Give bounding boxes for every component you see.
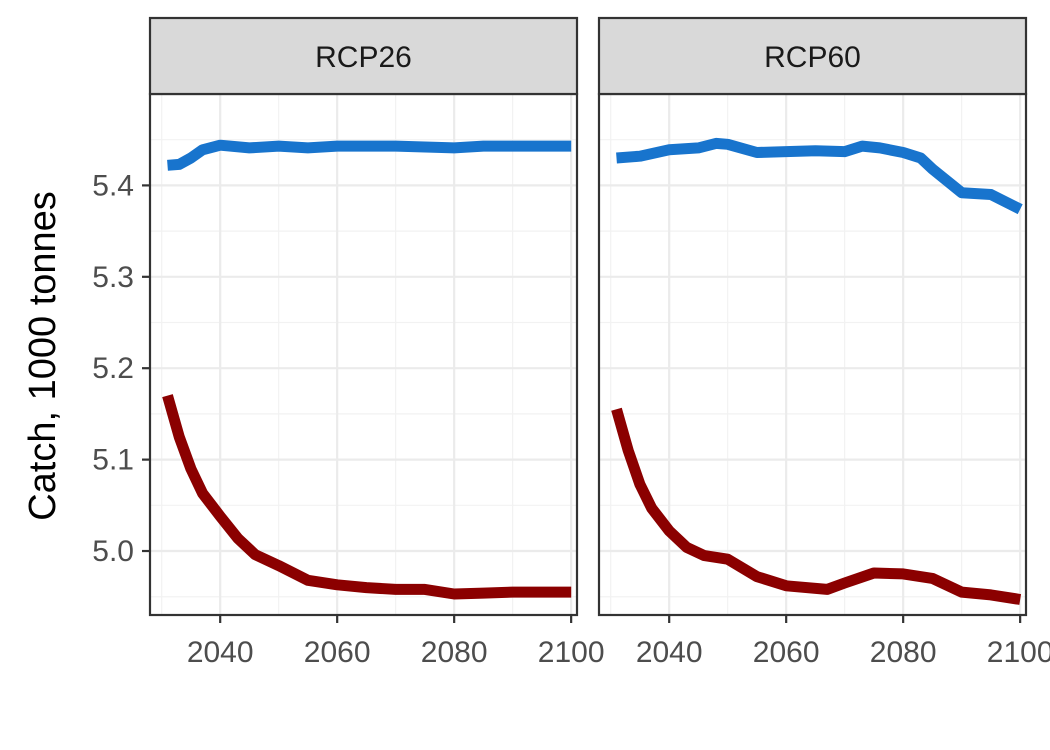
x-tick-label: 2100: [538, 636, 605, 669]
series-line-2: [162, 394, 572, 600]
series-line-1: [167, 139, 572, 171]
x-tick-label: 2060: [753, 636, 820, 669]
facet-strip-label: RCP26: [315, 41, 412, 74]
x-tick-label: 2080: [421, 636, 488, 669]
x-tick-label: 2100: [987, 636, 1050, 669]
y-tick-label: 5.0: [92, 535, 134, 568]
panel-rcp26: RCP26 2040 2060 2080 2100 5.0 5.1 5.2 5.3 5.4: [92, 16, 605, 669]
facet-strip-label: RCP60: [764, 41, 861, 74]
y-tick-label: 5.1: [92, 444, 134, 477]
y-axis-title: Catch, 1000 tonnes: [22, 191, 64, 521]
y-tick-label: 5.3: [92, 261, 134, 294]
y-tick-label: 5.2: [92, 352, 134, 385]
facet-strip: [148, 16, 579, 96]
facet-strip: [597, 16, 1028, 96]
series-line-2: [611, 407, 1022, 605]
x-tick-label: 2040: [187, 636, 254, 669]
x-tick-label: 2060: [304, 636, 371, 669]
x-tick-label: 2080: [870, 636, 937, 669]
x-tick-label: 2040: [636, 636, 703, 669]
y-tick-label: 5.4: [92, 169, 134, 202]
panel-rcp60: RCP60 2040 2060 2080 2100: [597, 16, 1050, 669]
series-line-1: [616, 137, 1023, 215]
